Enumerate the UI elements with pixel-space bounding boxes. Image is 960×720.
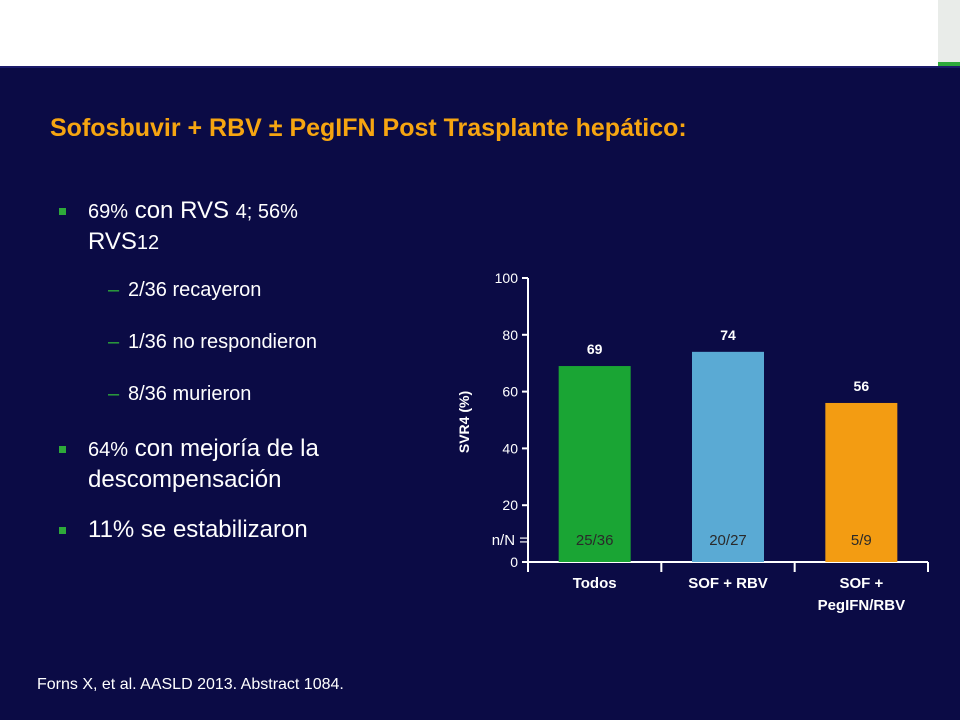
- bullet-rvs-sub: 12: [136, 232, 160, 254]
- bullet-marker: [59, 446, 66, 453]
- y-axis-label: SVR4 (%): [456, 391, 472, 453]
- bullet-rvs-text2: 4; 56%: [235, 201, 298, 223]
- category-label: SOF + RBV: [688, 575, 768, 592]
- y-tick-label: 40: [502, 440, 518, 456]
- bullet-rvs: 69% con RVS 4; 56% RVS12: [50, 196, 410, 258]
- y-tick-label: 0: [510, 554, 518, 570]
- category-label: SOF +: [839, 575, 883, 592]
- y-tick-label: 80: [502, 327, 518, 343]
- n-ratio-label: 20/27: [709, 532, 747, 549]
- bullet-rvs-text: con RVS: [128, 197, 236, 224]
- y-tick-label: 60: [502, 384, 518, 400]
- category-label: PegIFN/RBV: [818, 597, 906, 614]
- bar-1: [558, 366, 631, 562]
- bullet-rvs-pct: 69%: [88, 201, 129, 223]
- sub-bullet-dash: –: [108, 383, 120, 405]
- bullet-improvement-pct: 64%: [88, 439, 129, 461]
- n-ratio-label: 25/36: [576, 532, 614, 549]
- bar-2: [692, 351, 764, 562]
- bar-value-label: 74: [720, 327, 736, 343]
- bullet-improvement-text: con mejoría de la descompensación: [88, 435, 319, 493]
- bar-3: [825, 402, 898, 562]
- bullet-stabilized: 11% se estabilizaron: [50, 515, 410, 545]
- bar-value-label: 56: [854, 378, 870, 394]
- header-divider: [0, 66, 960, 68]
- bullet-improvement: 64% con mejoría de la descompensación: [50, 434, 410, 495]
- category-label: Todos: [573, 575, 617, 592]
- sub-bullet-dash: –: [108, 279, 120, 301]
- header-accent: [938, 0, 960, 66]
- sub-bullet-relapse: – 2/36 recayeron: [50, 278, 410, 302]
- bullet-list: 69% con RVS 4; 56% RVS12 – 2/36 recayero…: [50, 196, 410, 565]
- bullet-rvs-text3: RVS: [88, 228, 137, 255]
- header-green-accent: [938, 62, 960, 66]
- sub-bullet-nonresponse-text: 1/36 no respondieron: [128, 331, 318, 353]
- n-ratio-label: 5/9: [851, 532, 872, 549]
- bullet-stabilized-text: 11% se estabilizaron: [88, 516, 308, 543]
- sub-bullet-nonresponse: – 1/36 no respondieron: [50, 330, 410, 354]
- y-tick-label: 20: [502, 497, 518, 513]
- sub-bullet-dash: –: [108, 331, 120, 353]
- sub-bullet-deaths: – 8/36 murieron: [50, 382, 410, 406]
- n-label: n/N =: [492, 532, 529, 549]
- sub-bullet-relapse-text: 2/36 recayeron: [128, 279, 262, 301]
- bar-value-label: 69: [587, 341, 603, 357]
- sub-bullet-deaths-text: 8/36 murieron: [128, 383, 252, 405]
- bullet-marker: [59, 208, 66, 215]
- bullet-marker: [59, 527, 66, 534]
- y-tick-label: 100: [495, 270, 519, 286]
- slide-title: Sofosbuvir + RBV ± PegIFN Post Trasplant…: [50, 114, 687, 142]
- citation: Forns X, et al. AASLD 2013. Abstract 108…: [37, 676, 344, 693]
- header-bar: [0, 0, 960, 66]
